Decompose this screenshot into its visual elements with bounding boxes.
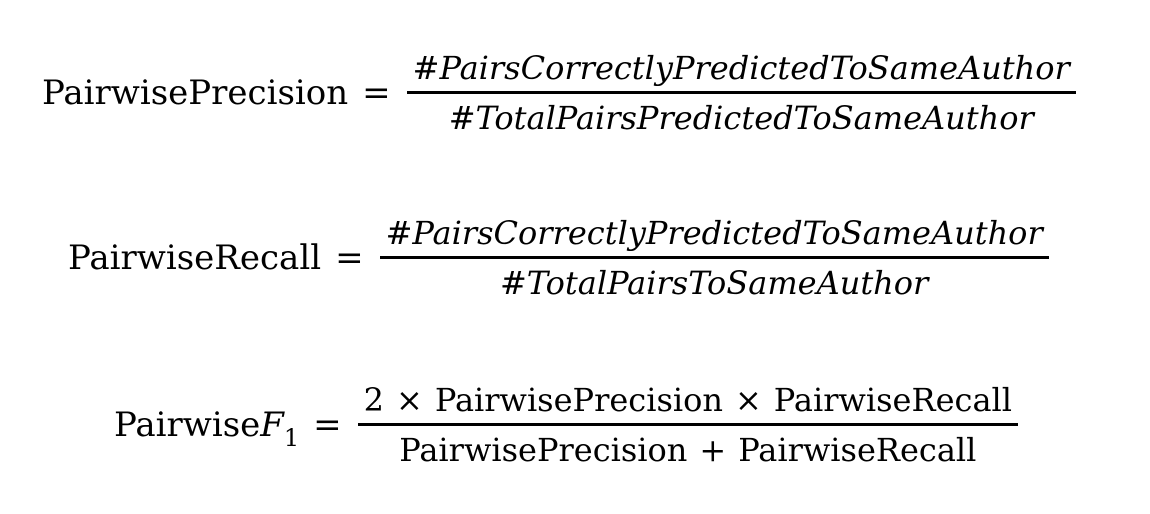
numerator-precision-term: PairwisePrecision	[434, 381, 723, 419]
pairwise-precision-lhs: PairwisePrecision	[42, 73, 349, 114]
denominator-recall-term: PairwiseRecall	[738, 430, 977, 469]
numerator-coefficient: 2	[363, 381, 385, 419]
pairwise-precision-equation: PairwisePrecision = #PairsCorrectlyPredi…	[42, 50, 1076, 137]
pairwise-f1-equation: Pairwise F 1 = 2 × PairwisePrecision × Pairwis…	[114, 382, 1018, 469]
pairwise-f1-denominator: PairwisePrecision + PairwiseRecall	[393, 430, 982, 469]
pairwise-recall-equation: PairwiseRecall = #PairsCorrectlyPredicte…	[68, 215, 1049, 302]
pairwise-precision-denominator: #TotalPairsPredictedToSameAuthor	[448, 98, 1034, 137]
pairwise-precision-fraction: #PairsCorrectlyPredictedToSameAuthor #To…	[406, 49, 1076, 137]
pairwise-recall-lhs: PairwiseRecall	[68, 238, 322, 279]
plus-operator: +	[699, 430, 727, 469]
fraction-bar	[357, 422, 1018, 426]
pairwise-precision-numerator: #PairsCorrectlyPredictedToSameAuthor	[412, 49, 1070, 87]
pairwise-recall-numerator: #PairsCorrectlyPredictedToSameAuthor	[385, 214, 1043, 252]
pairwise-recall-denominator: #TotalPairsToSameAuthor	[499, 263, 929, 302]
fraction-bar	[379, 255, 1049, 259]
pairwise-f1-fraction: 2 × PairwisePrecision × PairwiseRecall Pairw…	[357, 382, 1018, 469]
f-subscript: 1	[283, 424, 300, 453]
pairwise-f1-numerator: 2 × PairwisePrecision × PairwiseRecall	[358, 382, 1018, 419]
equals-sign: =	[313, 405, 342, 446]
pairwise-recall-fraction: #PairsCorrectlyPredictedToSameAuthor #To…	[379, 214, 1049, 302]
equals-sign: =	[362, 73, 391, 114]
f-variable: F	[260, 405, 284, 446]
fraction-bar	[406, 90, 1076, 94]
times-operator: ×	[734, 381, 762, 419]
numerator-recall-term: PairwiseRecall	[773, 381, 1012, 419]
pairwise-f1-lhs: Pairwise F 1	[114, 405, 299, 450]
denominator-precision-term: PairwisePrecision	[399, 430, 688, 469]
times-operator: ×	[396, 381, 423, 419]
equals-sign: =	[335, 238, 364, 279]
pairwise-f1-lhs-word: Pairwise	[114, 405, 261, 446]
